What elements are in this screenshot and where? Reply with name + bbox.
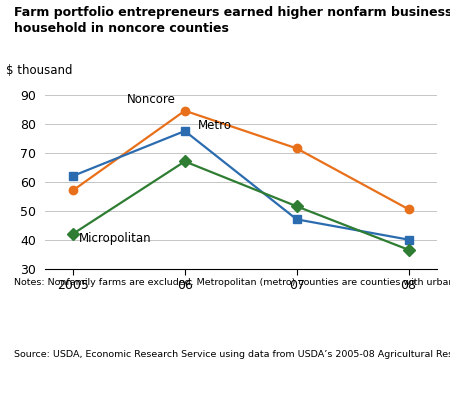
Text: Micropolitan: Micropolitan [79, 232, 151, 245]
Text: Metro: Metro [198, 119, 232, 132]
Text: Notes: Nonfamily farms are excluded. Metropolitan (metro) counties are counties : Notes: Nonfamily farms are excluded. Met… [14, 278, 450, 288]
Text: $ thousand: $ thousand [6, 64, 72, 77]
Text: Farm portfolio entrepreneurs earned higher nonfarm business incomes per
househol: Farm portfolio entrepreneurs earned high… [14, 6, 450, 36]
Text: Source: USDA, Economic Research Service using data from USDA’s 2005-08 Agricultu: Source: USDA, Economic Research Service … [14, 350, 450, 359]
Text: Noncore: Noncore [126, 93, 176, 106]
